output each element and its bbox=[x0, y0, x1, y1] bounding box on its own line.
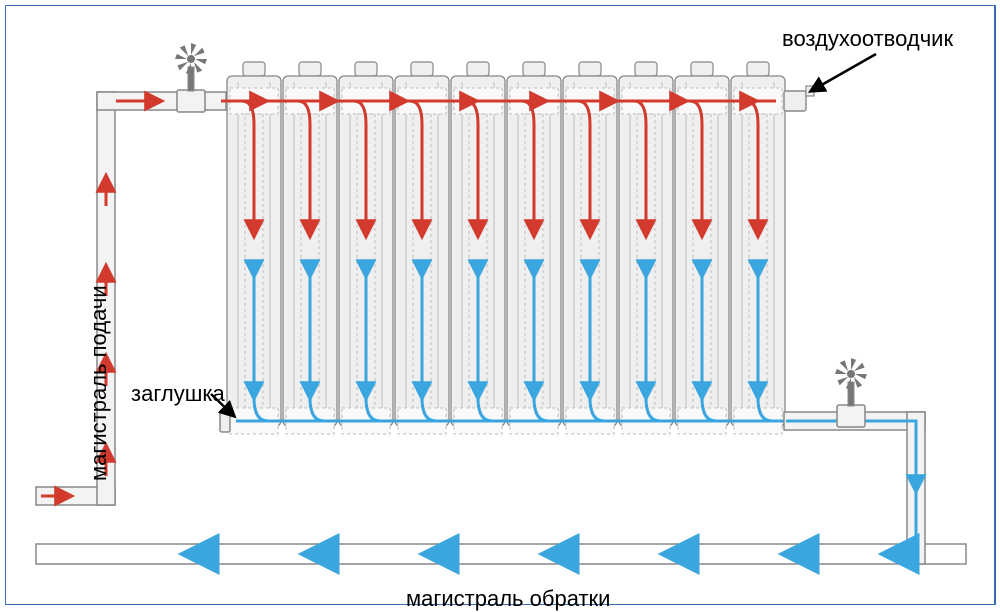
callout-arrow-air-vent bbox=[811, 54, 876, 91]
label-supply-line: магистраль подачи bbox=[86, 285, 112, 481]
return-main-pipe bbox=[36, 544, 966, 564]
return-valve bbox=[835, 358, 867, 427]
cold-return-line bbox=[786, 421, 916, 554]
plug bbox=[220, 410, 230, 432]
diagram-frame: воздухоотводчик магистраль подачи магист… bbox=[5, 5, 996, 605]
diagram-svg bbox=[6, 6, 994, 604]
air-vent-body bbox=[784, 91, 806, 111]
label-return-line: магистраль обратки bbox=[406, 586, 610, 612]
label-plug: заглушка bbox=[131, 381, 225, 407]
supply-valve bbox=[175, 43, 207, 112]
label-air-vent: воздухоотводчик bbox=[782, 26, 953, 52]
